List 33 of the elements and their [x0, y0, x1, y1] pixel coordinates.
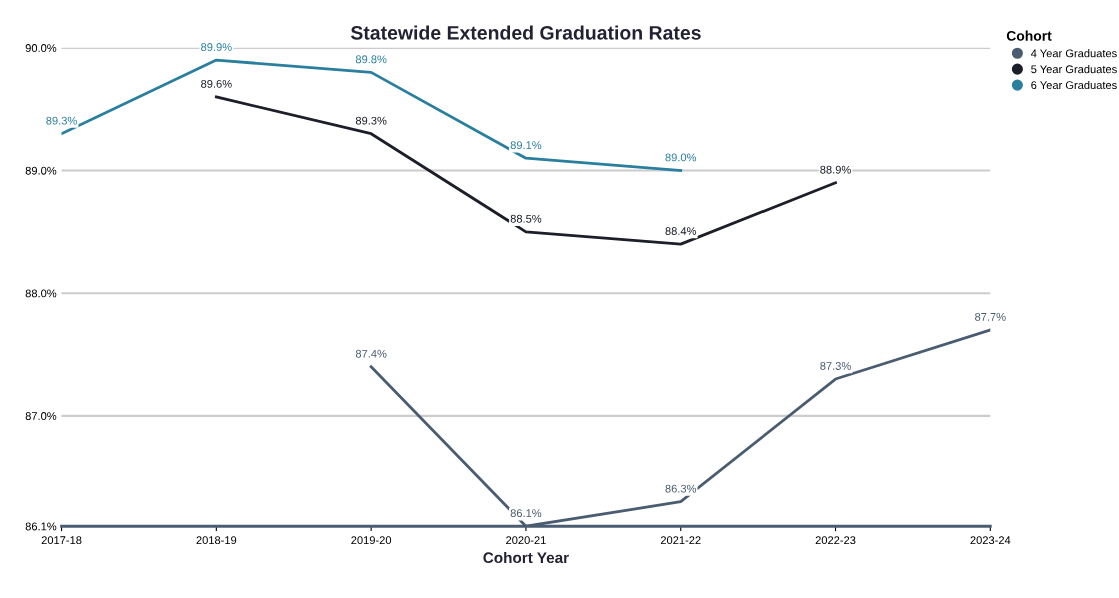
data-label: 89.8%	[355, 55, 387, 64]
data-label: 89.6%	[201, 79, 232, 88]
x-tick-label: 2023-24	[970, 536, 1011, 545]
x-tick-label: 2019-20	[351, 536, 392, 545]
data-label: 88.4%	[665, 227, 697, 235]
x-tick-label: 2020-21	[506, 536, 546, 545]
x-tick-label: 2017-18	[41, 536, 82, 545]
data-label: 89.3%	[46, 116, 77, 125]
data-label: 89.0%	[665, 153, 697, 162]
y-tick-label: 87.0%	[25, 412, 57, 420]
data-label: 88.5%	[510, 214, 542, 223]
y-tick-label: 88.0%	[25, 289, 57, 298]
y-tick-label: 89.0%	[25, 166, 57, 175]
data-label: 86.3%	[665, 484, 697, 493]
legend-label: 4 Year Graduates	[1030, 49, 1117, 58]
legend-label: 6 Year Graduates	[1031, 80, 1117, 90]
data-label: 87.4%	[355, 349, 387, 358]
x-tick-label: 2021-22	[660, 536, 701, 545]
data-label: 87.7%	[975, 312, 1006, 321]
chart-title: Statewide Extended Graduation Rates	[350, 25, 701, 40]
x-axis-title: Cohort Year	[483, 551, 569, 564]
data-label: 89.1%	[510, 141, 542, 150]
data-label: 89.3%	[355, 116, 387, 125]
data-label: 88.9%	[820, 165, 851, 174]
data-label: 86.1%	[510, 509, 542, 518]
y-tick-label: 90.0%	[25, 44, 57, 52]
data-label: 89.9%	[201, 43, 232, 51]
legend-title: Cohort	[1006, 30, 1052, 41]
data-label: 87.3%	[820, 362, 851, 370]
x-tick-label: 2022-23	[815, 536, 856, 545]
y-tick-label: 86.1%	[25, 522, 57, 531]
x-tick-label: 2018-19	[196, 536, 237, 545]
legend-label: 5 Year Graduates	[1031, 65, 1117, 74]
